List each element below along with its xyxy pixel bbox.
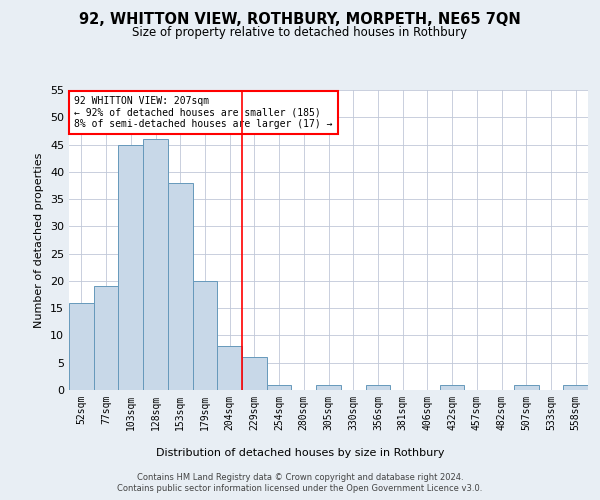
Bar [143,139,168,390]
Text: Distribution of detached houses by size in Rothbury: Distribution of detached houses by size … [156,448,444,458]
Text: 92, WHITTON VIEW, ROTHBURY, MORPETH, NE65 7QN: 92, WHITTON VIEW, ROTHBURY, MORPETH, NE6… [79,12,521,28]
Bar [217,346,242,390]
Bar [168,182,193,390]
Bar [118,144,143,390]
Bar [193,281,217,390]
Bar [267,384,292,390]
Text: 92 WHITTON VIEW: 207sqm
← 92% of detached houses are smaller (185)
8% of semi-de: 92 WHITTON VIEW: 207sqm ← 92% of detache… [74,96,332,129]
Text: Contains HM Land Registry data © Crown copyright and database right 2024.: Contains HM Land Registry data © Crown c… [137,472,463,482]
Text: Size of property relative to detached houses in Rothbury: Size of property relative to detached ho… [133,26,467,39]
Bar [365,384,390,390]
Bar [94,286,118,390]
Bar [514,384,539,390]
Y-axis label: Number of detached properties: Number of detached properties [34,152,44,328]
Bar [440,384,464,390]
Bar [69,302,94,390]
Text: Contains public sector information licensed under the Open Government Licence v3: Contains public sector information licen… [118,484,482,493]
Bar [563,384,588,390]
Bar [242,358,267,390]
Bar [316,384,341,390]
